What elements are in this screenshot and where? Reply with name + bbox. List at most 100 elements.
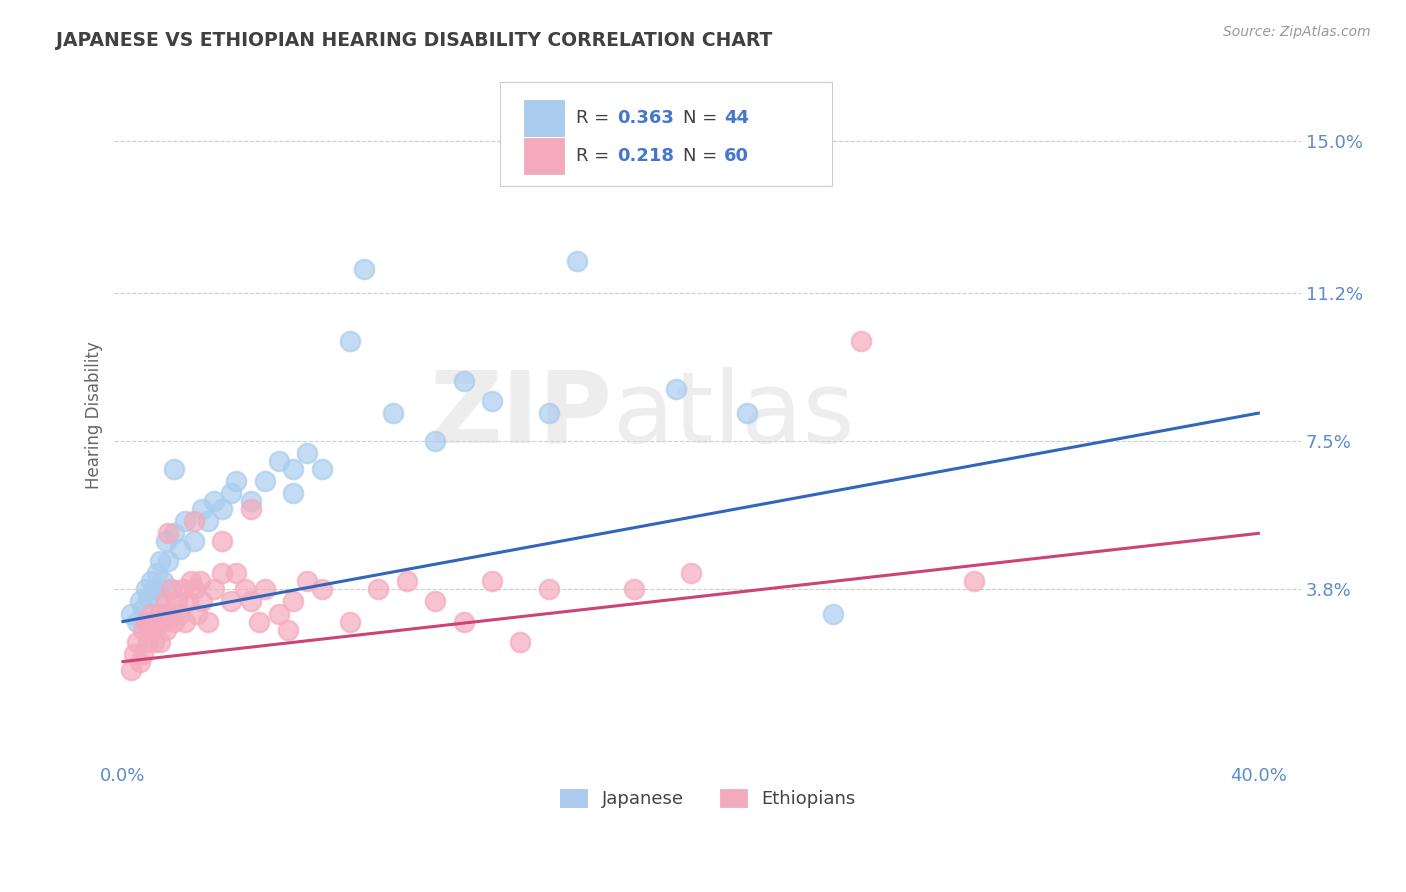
Point	[127, 634, 149, 648]
Point	[160, 582, 183, 597]
Text: N =: N =	[683, 147, 723, 165]
Point	[537, 582, 560, 597]
Text: 0.218: 0.218	[617, 147, 675, 165]
Point	[120, 663, 142, 677]
Point	[129, 594, 152, 608]
Point	[239, 494, 262, 508]
Point	[197, 514, 219, 528]
Point	[180, 574, 202, 589]
Point	[183, 534, 205, 549]
FancyBboxPatch shape	[501, 82, 832, 186]
Point	[311, 582, 333, 597]
Point	[679, 566, 702, 581]
Point	[339, 615, 361, 629]
Point	[277, 623, 299, 637]
Point	[219, 486, 242, 500]
Point	[157, 607, 180, 621]
Point	[381, 406, 404, 420]
Point	[132, 602, 155, 616]
Point	[174, 514, 197, 528]
Point	[509, 634, 531, 648]
Point	[219, 594, 242, 608]
Point	[239, 594, 262, 608]
Text: Source: ZipAtlas.com: Source: ZipAtlas.com	[1223, 25, 1371, 39]
Point	[233, 582, 256, 597]
Point	[453, 615, 475, 629]
Point	[211, 502, 233, 516]
Point	[183, 582, 205, 597]
Point	[155, 623, 177, 637]
Text: JAPANESE VS ETHIOPIAN HEARING DISABILITY CORRELATION CHART: JAPANESE VS ETHIOPIAN HEARING DISABILITY…	[56, 31, 773, 50]
Text: 60: 60	[724, 147, 749, 165]
Point	[311, 462, 333, 476]
Text: ZIP: ZIP	[430, 367, 613, 464]
Point	[135, 582, 157, 597]
Point	[152, 574, 174, 589]
Point	[177, 594, 200, 608]
Point	[132, 623, 155, 637]
Point	[163, 615, 186, 629]
Point	[202, 494, 225, 508]
Point	[353, 261, 375, 276]
Point	[202, 582, 225, 597]
Point	[146, 615, 169, 629]
Point	[211, 566, 233, 581]
Point	[537, 406, 560, 420]
Point	[297, 574, 319, 589]
Point	[425, 594, 447, 608]
Point	[186, 607, 208, 621]
FancyBboxPatch shape	[524, 100, 564, 136]
Point	[453, 374, 475, 388]
Point	[149, 607, 172, 621]
Point	[149, 554, 172, 568]
Point	[737, 406, 759, 420]
Point	[163, 462, 186, 476]
Point	[191, 502, 214, 516]
Point	[141, 574, 163, 589]
Point	[143, 582, 166, 597]
Point	[157, 554, 180, 568]
Point	[849, 334, 872, 348]
Point	[138, 634, 160, 648]
Point	[481, 574, 503, 589]
Point	[141, 607, 163, 621]
Point	[225, 475, 247, 489]
Text: N =: N =	[683, 109, 723, 127]
Legend: Japanese, Ethiopians: Japanese, Ethiopians	[553, 781, 863, 815]
Point	[665, 382, 688, 396]
Point	[157, 526, 180, 541]
Text: atlas: atlas	[613, 367, 855, 464]
Point	[565, 253, 588, 268]
Point	[155, 534, 177, 549]
Point	[191, 594, 214, 608]
Point	[367, 582, 389, 597]
Point	[152, 615, 174, 629]
Text: 0.363: 0.363	[617, 109, 675, 127]
Point	[253, 475, 276, 489]
Point	[283, 486, 305, 500]
Point	[239, 502, 262, 516]
Point	[149, 634, 172, 648]
Point	[188, 574, 211, 589]
Point	[395, 574, 418, 589]
Point	[169, 542, 191, 557]
Point	[143, 634, 166, 648]
Text: R =: R =	[576, 109, 614, 127]
Point	[160, 582, 183, 597]
Point	[124, 647, 146, 661]
Point	[132, 647, 155, 661]
Point	[135, 615, 157, 629]
Point	[169, 607, 191, 621]
Point	[174, 615, 197, 629]
Point	[163, 526, 186, 541]
Text: R =: R =	[576, 147, 614, 165]
Point	[149, 594, 172, 608]
Text: 44: 44	[724, 109, 749, 127]
Point	[120, 607, 142, 621]
Point	[146, 566, 169, 581]
Point	[129, 655, 152, 669]
Point	[127, 615, 149, 629]
Point	[821, 607, 844, 621]
Point	[339, 334, 361, 348]
Point	[297, 446, 319, 460]
